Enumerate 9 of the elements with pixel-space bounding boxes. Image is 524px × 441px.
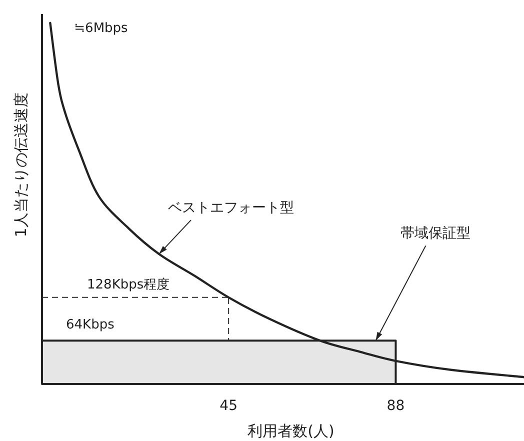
x-tick-label: 45	[220, 398, 238, 414]
annotation: 64Kbps	[66, 318, 115, 333]
text: ベストエフォート型	[168, 200, 294, 216]
y-axis-title: 1人当たりの伝送速度	[12, 92, 30, 238]
text: 帯域保証型	[400, 226, 471, 242]
ref-line-label: 128Kbps程度	[87, 276, 170, 292]
x-tick-label: 88	[386, 398, 405, 414]
x-axis-title: 利用者数(人)	[248, 422, 334, 440]
annotation: ≒6Mbps	[74, 21, 128, 36]
